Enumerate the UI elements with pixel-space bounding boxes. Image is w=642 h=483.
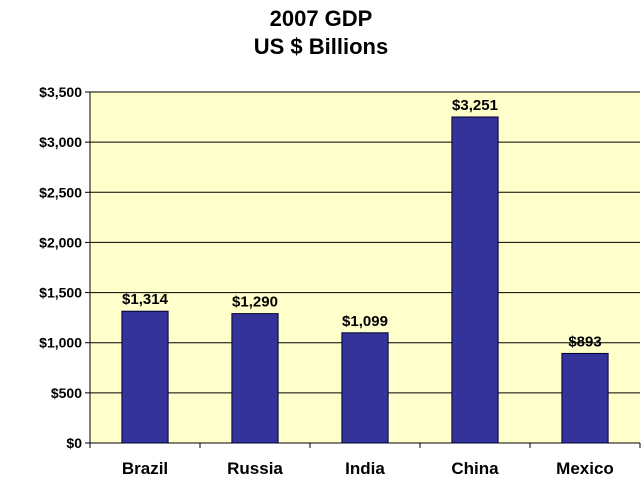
y-tick-label-4: $2,000 [39, 234, 82, 250]
x-tick-label-china: China [451, 459, 499, 478]
data-label-mexico: $893 [568, 333, 601, 350]
chart-title-line-1: 2007 GDP [269, 6, 373, 31]
y-tick-label-1: $500 [51, 385, 82, 401]
data-label-india: $1,099 [342, 313, 388, 330]
x-tick-label-mexico: Mexico [556, 459, 614, 478]
x-tick-label-india: India [345, 459, 385, 478]
data-label-russia: $1,290 [232, 294, 278, 311]
x-tick-label-brazil: Brazil [122, 459, 168, 478]
bar-mexico [561, 352, 609, 444]
bar-china [451, 116, 499, 444]
y-tick-label-6: $3,000 [39, 134, 82, 150]
bar-brazil [121, 310, 169, 444]
chart-title-line-2: US $ Billions [253, 34, 389, 59]
y-tick-label-3: $1,500 [39, 285, 82, 301]
data-label-china: $3,251 [452, 97, 498, 114]
bar-russia [231, 313, 279, 444]
y-tick-label-0: $0 [66, 435, 82, 451]
y-tick-label-7: $3,500 [39, 84, 82, 100]
y-tick-label-5: $2,500 [39, 184, 82, 200]
data-label-brazil: $1,314 [122, 291, 169, 308]
y-tick-label-2: $1,000 [39, 335, 82, 351]
bar-india [341, 332, 389, 444]
x-tick-label-russia: Russia [227, 459, 283, 478]
